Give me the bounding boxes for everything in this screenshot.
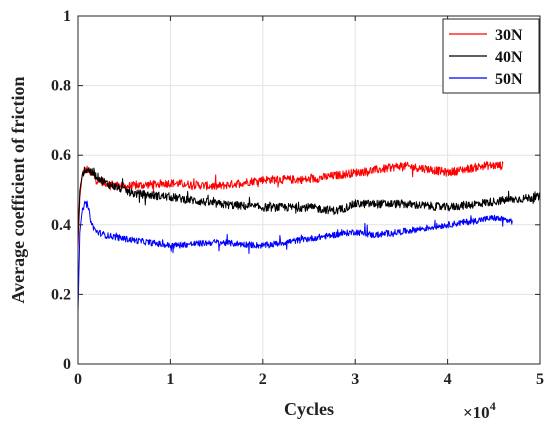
legend-label-50n: 50N xyxy=(495,71,523,88)
legend-label-30n: 30N xyxy=(495,27,523,44)
x-axis-title: Cycles xyxy=(284,399,334,419)
x-tick-label: 2 xyxy=(259,371,267,388)
x-tick-label: 1 xyxy=(166,371,174,388)
y-tick-label: 0.6 xyxy=(51,147,71,164)
y-tick-label: 0.2 xyxy=(51,286,71,303)
x-tick-label: 5 xyxy=(536,371,544,388)
x-tick-label: 3 xyxy=(351,371,359,388)
x-tick-label: 0 xyxy=(74,371,82,388)
x-tick-label: 4 xyxy=(444,371,452,388)
series-line-30n xyxy=(77,161,504,250)
series-line-50n xyxy=(77,200,513,312)
x-axis-multiplier: ×104 xyxy=(463,399,496,422)
plot-area xyxy=(77,161,541,312)
y-axis-title: Average coefficient of friction xyxy=(8,76,28,303)
tick-labels: 0 1 2 3 4 5 0 0.2 0.4 0.6 0.8 1 xyxy=(51,8,544,388)
x-multiplier-exponent: 4 xyxy=(490,399,496,413)
legend-label-40n: 40N xyxy=(495,49,523,66)
y-tick-label: 0.8 xyxy=(51,78,71,95)
y-tick-label: 0 xyxy=(63,356,71,373)
y-tick-label: 0.4 xyxy=(51,217,71,234)
y-tick-label: 1 xyxy=(63,8,71,25)
legend: 30N 40N 50N xyxy=(442,18,540,94)
axes-frame xyxy=(77,15,541,365)
x-multiplier-base: ×10 xyxy=(463,403,490,422)
series-line-40n xyxy=(77,166,541,239)
